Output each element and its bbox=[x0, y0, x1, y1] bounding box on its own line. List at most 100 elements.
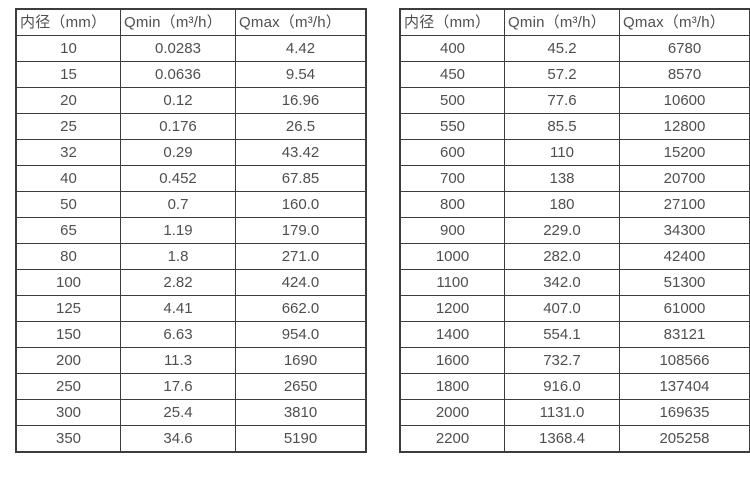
table-cell: 15 bbox=[15, 61, 121, 88]
table-cell: 100 bbox=[15, 269, 121, 296]
table-cell: 0.29 bbox=[120, 139, 236, 166]
table-cell: 16.96 bbox=[235, 87, 367, 114]
table-cell: 1131.0 bbox=[504, 399, 620, 426]
table-cell: 1800 bbox=[399, 373, 505, 400]
table-cell: 282.0 bbox=[504, 243, 620, 270]
table-cell: 25.4 bbox=[120, 399, 236, 426]
table-cell: 34300 bbox=[619, 217, 750, 244]
table-row: 10 0.0283 4.42 bbox=[15, 35, 367, 62]
table-cell: 12800 bbox=[619, 113, 750, 140]
table-row: 80 1.8 271.0 bbox=[15, 243, 367, 270]
table-row: 65 1.19 179.0 bbox=[15, 217, 367, 244]
table-cell: 1200 bbox=[399, 295, 505, 322]
table-cell: 150 bbox=[15, 321, 121, 348]
table-cell: 450 bbox=[399, 61, 505, 88]
table-cell: 600 bbox=[399, 139, 505, 166]
table-cell: 424.0 bbox=[235, 269, 367, 296]
table-cell: 180 bbox=[504, 191, 620, 218]
table-row: 1000 282.0 42400 bbox=[399, 243, 750, 270]
table-cell: 900 bbox=[399, 217, 505, 244]
table-cell: 77.6 bbox=[504, 87, 620, 114]
table-cell: 20700 bbox=[619, 165, 750, 192]
table-cell: 4.41 bbox=[120, 295, 236, 322]
table-row: 32 0.29 43.42 bbox=[15, 139, 367, 166]
table-cell: 342.0 bbox=[504, 269, 620, 296]
table-cell: 400 bbox=[399, 35, 505, 62]
table-row: 500 77.6 10600 bbox=[399, 87, 750, 114]
table-cell: 25 bbox=[15, 113, 121, 140]
table-cell: 0.176 bbox=[120, 113, 236, 140]
table-cell: 6.63 bbox=[120, 321, 236, 348]
table-row: 150 6.63 954.0 bbox=[15, 321, 367, 348]
table-cell: 27100 bbox=[619, 191, 750, 218]
table-row: 600 110 15200 bbox=[399, 139, 750, 166]
flow-table-small-diameters: 内径（mm） Qmin（m³/h） Qmax（m³/h） 10 0.0283 4.42 15… bbox=[15, 8, 367, 453]
table-cell: 65 bbox=[15, 217, 121, 244]
table-cell: 250 bbox=[15, 373, 121, 400]
table-cell: 6780 bbox=[619, 35, 750, 62]
table-cell: 229.0 bbox=[504, 217, 620, 244]
header-cell: Qmin（m³/h） bbox=[504, 8, 620, 36]
table-cell: 1100 bbox=[399, 269, 505, 296]
table-row: 125 4.41 662.0 bbox=[15, 295, 367, 322]
table-row: 1200 407.0 61000 bbox=[399, 295, 750, 322]
table-cell: 1690 bbox=[235, 347, 367, 374]
table-row: 2000 1131.0 169635 bbox=[399, 399, 750, 426]
table-cell: 1368.4 bbox=[504, 425, 620, 453]
header-row: 内径（mm） Qmin（m³/h） Qmax（m³/h） bbox=[399, 8, 750, 36]
table-cell: 10 bbox=[15, 35, 121, 62]
table-cell: 138 bbox=[504, 165, 620, 192]
header-row: 内径（mm） Qmin（m³/h） Qmax（m³/h） bbox=[15, 8, 367, 36]
table-row: 25 0.176 26.5 bbox=[15, 113, 367, 140]
table-cell: 732.7 bbox=[504, 347, 620, 374]
table-cell: 45.2 bbox=[504, 35, 620, 62]
table-cell: 2650 bbox=[235, 373, 367, 400]
table-cell: 51300 bbox=[619, 269, 750, 296]
table-cell: 67.85 bbox=[235, 165, 367, 192]
table-row: 1600 732.7 108566 bbox=[399, 347, 750, 374]
table-cell: 40 bbox=[15, 165, 121, 192]
table-cell: 1.8 bbox=[120, 243, 236, 270]
table-cell: 160.0 bbox=[235, 191, 367, 218]
table-row: 700 138 20700 bbox=[399, 165, 750, 192]
table-cell: 550 bbox=[399, 113, 505, 140]
table-cell: 110 bbox=[504, 139, 620, 166]
table-cell: 20 bbox=[15, 87, 121, 114]
table-cell: 0.0283 bbox=[120, 35, 236, 62]
table-cell: 43.42 bbox=[235, 139, 367, 166]
table-cell: 125 bbox=[15, 295, 121, 322]
table-cell: 1000 bbox=[399, 243, 505, 270]
table-cell: 57.2 bbox=[504, 61, 620, 88]
table-cell: 10600 bbox=[619, 87, 750, 114]
table-row: 1400 554.1 83121 bbox=[399, 321, 750, 348]
table-cell: 0.452 bbox=[120, 165, 236, 192]
table-cell: 407.0 bbox=[504, 295, 620, 322]
table-row: 100 2.82 424.0 bbox=[15, 269, 367, 296]
table-row: 15 0.0636 9.54 bbox=[15, 61, 367, 88]
table-cell: 108566 bbox=[619, 347, 750, 374]
table-cell: 1.19 bbox=[120, 217, 236, 244]
table-cell: 500 bbox=[399, 87, 505, 114]
table-cell: 700 bbox=[399, 165, 505, 192]
table-cell: 205258 bbox=[619, 425, 750, 453]
table-cell: 554.1 bbox=[504, 321, 620, 348]
table-cell: 300 bbox=[15, 399, 121, 426]
header-cell: Qmin（m³/h） bbox=[120, 8, 236, 36]
table-cell: 8570 bbox=[619, 61, 750, 88]
table-row: 550 85.5 12800 bbox=[399, 113, 750, 140]
table-cell: 83121 bbox=[619, 321, 750, 348]
table-row: 2200 1368.4 205258 bbox=[399, 425, 750, 453]
table-cell: 662.0 bbox=[235, 295, 367, 322]
flow-table-large-diameters: 内径（mm） Qmin（m³/h） Qmax（m³/h） 400 45.2 6780 450… bbox=[399, 8, 750, 453]
table-cell: 0.0636 bbox=[120, 61, 236, 88]
table-row: 800 180 27100 bbox=[399, 191, 750, 218]
table-row: 20 0.12 16.96 bbox=[15, 87, 367, 114]
table-cell: 80 bbox=[15, 243, 121, 270]
table-row: 1100 342.0 51300 bbox=[399, 269, 750, 296]
table-cell: 1600 bbox=[399, 347, 505, 374]
table-cell: 916.0 bbox=[504, 373, 620, 400]
table-row: 1800 916.0 137404 bbox=[399, 373, 750, 400]
table-row: 40 0.452 67.85 bbox=[15, 165, 367, 192]
table-cell: 2200 bbox=[399, 425, 505, 453]
